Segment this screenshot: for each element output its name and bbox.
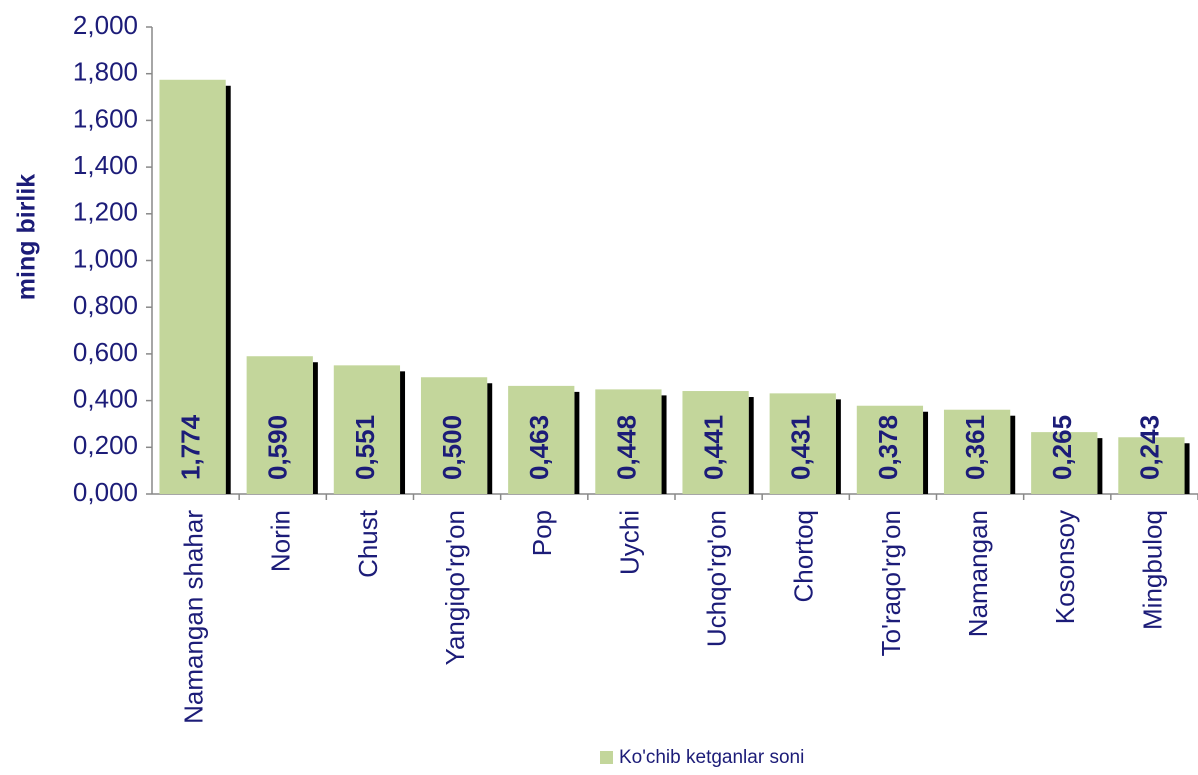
y-tick-label: 2,000: [73, 10, 138, 40]
x-tick-label: Chortoq: [789, 510, 819, 603]
x-tick-label: Yangiqo'rg'on: [440, 510, 470, 665]
bar-shadow: [225, 85, 231, 495]
bar: [1031, 432, 1098, 494]
y-tick-label: 1,600: [73, 103, 138, 133]
value-label: 0,431: [786, 415, 816, 480]
value-label: 0,448: [611, 415, 641, 480]
bar-shadow: [1184, 443, 1190, 494]
y-tick-label: 0,200: [73, 430, 138, 460]
legend-swatch: [600, 751, 613, 764]
value-label: 0,361: [960, 415, 990, 480]
x-tick-label: Uychi: [614, 510, 644, 575]
bar: [595, 389, 662, 494]
value-label: 1,774: [175, 414, 205, 480]
value-label: 0,378: [873, 415, 903, 480]
bar: [682, 391, 749, 494]
x-tick-label: Mingbuloq: [1137, 510, 1167, 630]
bar-shadow: [835, 399, 841, 494]
x-tick-label: Pop: [527, 510, 557, 556]
bar-shadow: [400, 371, 406, 494]
x-tick-label: To'raqo'rg'on: [876, 510, 906, 656]
bar: [246, 356, 313, 494]
bar: [856, 405, 924, 494]
bar: [508, 385, 575, 494]
bar-shadow: [661, 395, 667, 494]
value-label: 0,265: [1047, 415, 1077, 480]
bar-shadow: [1010, 415, 1016, 494]
value-label: 0,500: [437, 415, 467, 480]
y-tick-label: 0,400: [73, 383, 138, 413]
bar-shadow: [487, 383, 493, 494]
bar-shadow: [1097, 438, 1103, 494]
bar: [420, 377, 488, 494]
bar: [159, 79, 226, 495]
y-axis-title: ming birlik: [13, 174, 41, 301]
y-tick-label: 1,400: [73, 150, 138, 180]
x-tick-label: Namangan: [963, 510, 993, 637]
y-tick-label: 0,600: [73, 337, 138, 367]
bar-shadow: [748, 397, 754, 494]
y-tick-label: 1,200: [73, 197, 138, 227]
bar: [1118, 437, 1185, 494]
x-tick-label: Chust: [353, 509, 383, 578]
bar: [333, 365, 401, 494]
y-tick-label: 0,800: [73, 290, 138, 320]
x-tick-label: Uchqo'rg'on: [701, 510, 731, 647]
x-tick-label: Kosonsoy: [1050, 510, 1080, 624]
bar: [943, 409, 1011, 494]
x-tick-label: Norin: [266, 510, 296, 572]
value-label: 0,441: [698, 415, 728, 480]
y-tick-label: 0,000: [73, 477, 138, 507]
x-tick-label: Namangan shahar: [178, 510, 208, 724]
bar-shadow: [574, 391, 580, 494]
value-label: 0,551: [350, 415, 380, 480]
y-tick-label: 1,800: [73, 57, 138, 87]
value-label: 0,243: [1134, 415, 1164, 480]
bar: [769, 393, 836, 494]
bar-shadow: [312, 362, 318, 494]
bar-shadow: [923, 411, 929, 494]
value-label: 0,590: [263, 415, 293, 480]
y-tick-label: 1,000: [73, 243, 138, 273]
value-label: 0,463: [524, 415, 554, 480]
legend-label: Ko'chib ketganlar soni: [619, 747, 804, 768]
